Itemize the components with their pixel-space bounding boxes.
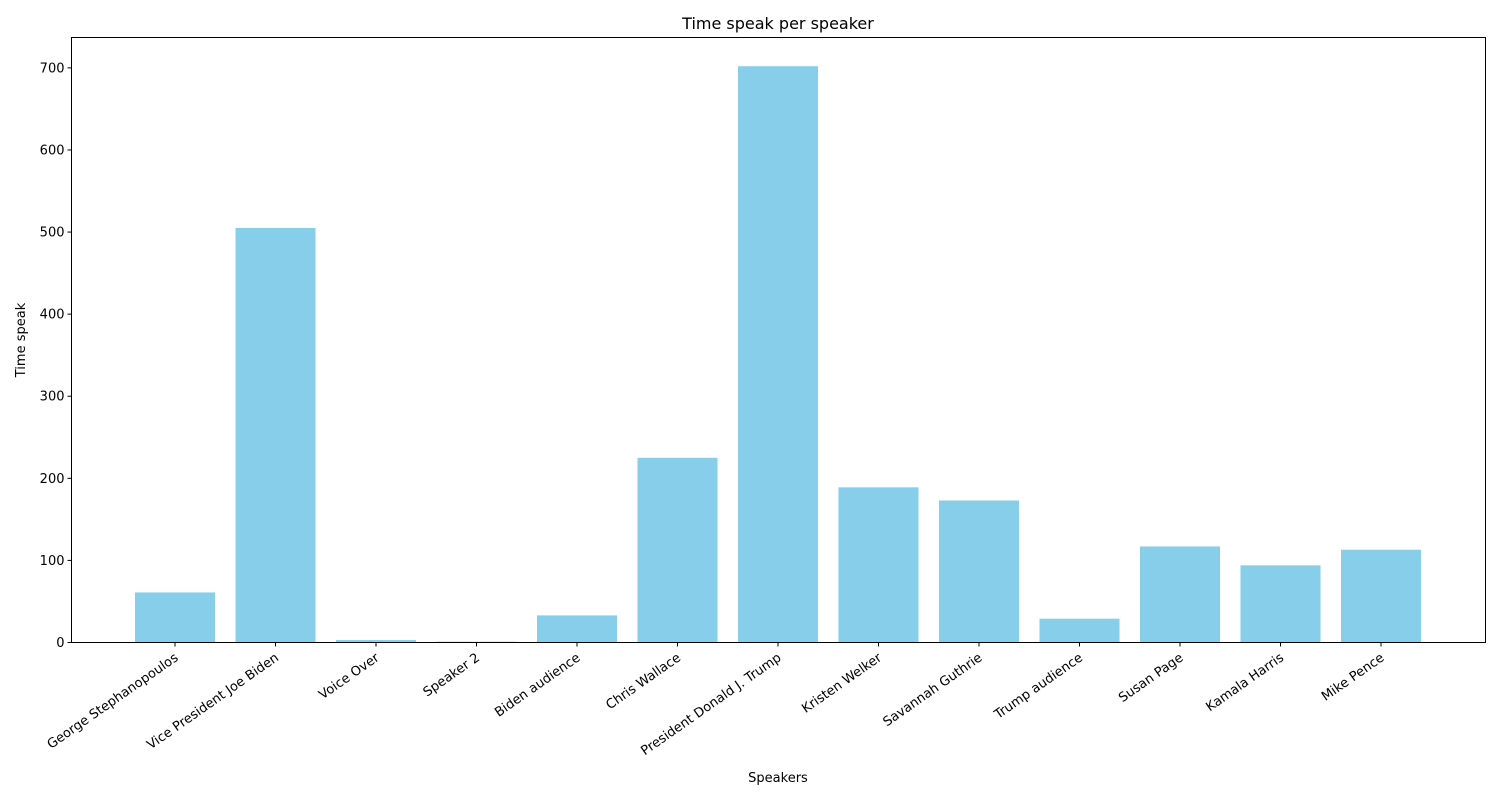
x-tick-label: Susan Page <box>1116 650 1186 705</box>
y-tick-label: 500 <box>40 226 65 241</box>
chart-title: Time speak per speaker <box>681 14 874 33</box>
bar-george-stephanopoulos <box>135 592 215 643</box>
y-tick-label: 700 <box>40 61 65 76</box>
y-tick-label: 400 <box>40 308 65 323</box>
x-tick-label: Kristen Welker <box>799 650 885 716</box>
bar-president-donald-j-trump <box>738 66 818 643</box>
bar-trump-audience <box>1039 618 1120 643</box>
bar-kamala-harris <box>1240 565 1321 643</box>
bar-susan-page <box>1140 546 1220 643</box>
y-tick-label: 600 <box>40 143 65 158</box>
bar-voice-over <box>336 640 416 643</box>
bar-mike-pence <box>1341 549 1421 643</box>
x-tick-label: Trump audience <box>991 650 1086 723</box>
y-tick-label: 100 <box>40 554 65 569</box>
bar-chris-wallace <box>637 457 718 643</box>
bar-savannah-guthrie <box>939 500 1019 643</box>
y-tick-label: 300 <box>40 390 65 405</box>
bar-vice-president-joe-biden <box>235 227 316 643</box>
plot-frame <box>71 37 1486 643</box>
y-axis: 0 100 200 300 400 500 600 700 <box>40 61 72 651</box>
x-tick-label: Mike Pence <box>1319 650 1387 704</box>
y-axis-label: Time speak <box>14 302 29 378</box>
x-tick-label: Kamala Harris <box>1203 650 1286 715</box>
bars-group <box>135 66 1421 643</box>
x-tick-label: Voice Over <box>316 650 382 703</box>
y-tick-label: 0 <box>56 636 64 651</box>
x-tick-label: Chris Wallace <box>604 650 684 712</box>
x-axis-label: Speakers <box>748 771 808 786</box>
bar-biden-audience <box>537 615 617 643</box>
x-tick-label: Biden audience <box>492 650 583 720</box>
y-tick-label: 200 <box>40 472 65 487</box>
bar-kristen-welker <box>838 487 919 643</box>
x-tick-label: Speaker 2 <box>421 650 483 700</box>
x-tick-label: Savannah Guthrie <box>881 650 986 730</box>
